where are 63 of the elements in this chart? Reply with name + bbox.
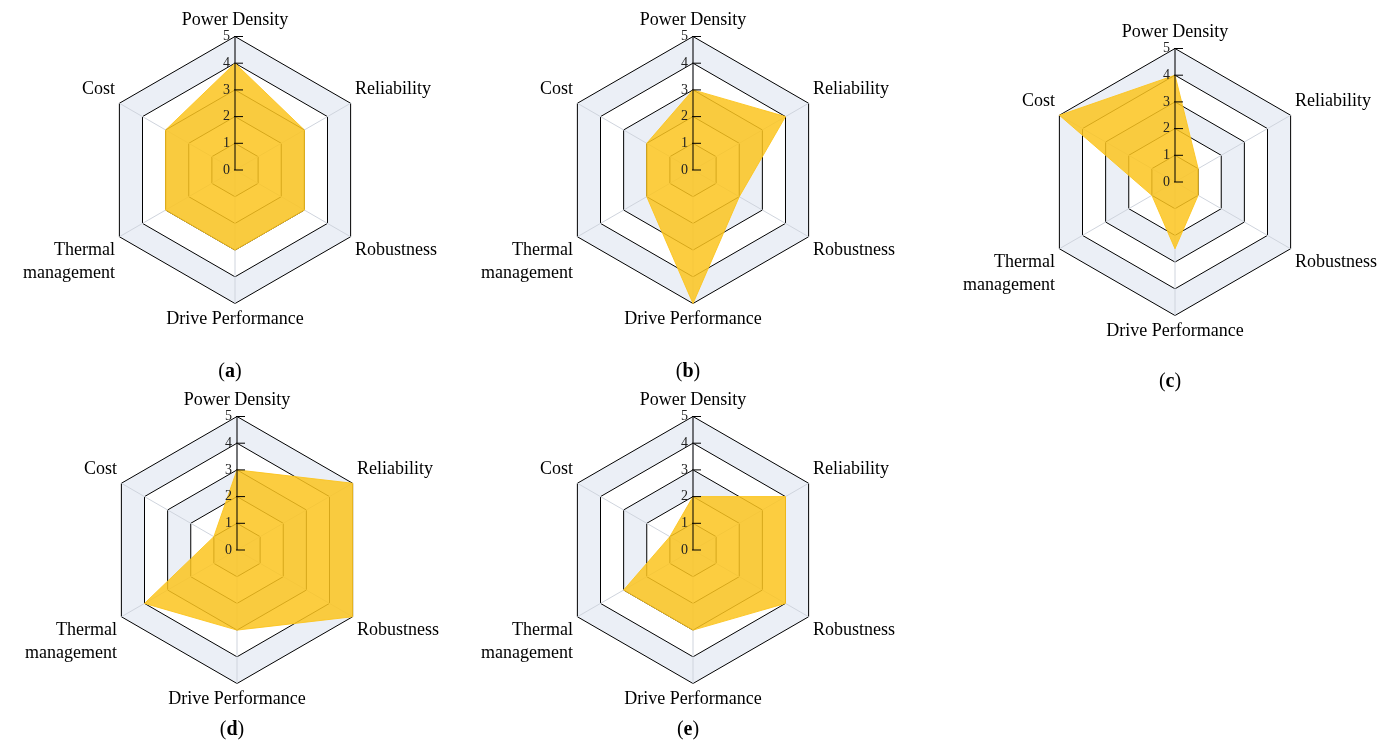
y-tick-label: 3	[225, 461, 232, 477]
spoke-label: Thermal management	[963, 251, 1056, 294]
y-tick-label: 1	[225, 514, 232, 530]
spoke-label: Reliability	[354, 78, 431, 99]
spoke-label: Reliability	[356, 458, 433, 479]
y-tick-label: 1	[681, 514, 688, 530]
y-tick-label: 5	[223, 28, 230, 44]
spoke-label: Thermal management	[25, 619, 118, 662]
text: (c)	[1157, 369, 1183, 392]
y-tick-label: 0	[1163, 173, 1170, 189]
y-tick-label: 5	[681, 408, 688, 424]
y-tick-label: 0	[225, 541, 232, 557]
spoke-label: Reliability	[1294, 90, 1371, 111]
y-tick-label: 0	[681, 161, 688, 177]
spoke-label: Thermal management	[481, 619, 574, 662]
spoke-label: Robustness	[354, 239, 437, 260]
y-tick-label: 4	[681, 54, 688, 70]
spoke-label: Power Density	[639, 388, 747, 409]
y-tick-label: 0	[681, 541, 688, 557]
y-tick-label: 4	[223, 54, 230, 70]
y-tick-label: 3	[1163, 93, 1170, 109]
spoke-label: Thermal management	[481, 239, 574, 282]
spoke-label: Power Density	[183, 388, 291, 409]
y-tick-label: 1	[1163, 146, 1170, 162]
y-tick-label: 2	[681, 488, 688, 504]
y-tick-label: 1	[681, 134, 688, 150]
y-tick-label: 1	[223, 134, 230, 150]
y-tick-label: 4	[225, 434, 232, 450]
spoke-label: Robustness	[1294, 251, 1377, 272]
spoke-label: Power Density	[639, 8, 747, 29]
spoke-label: Power Density	[1121, 20, 1229, 41]
y-tick-label: 2	[223, 108, 230, 124]
y-tick-label: 3	[223, 81, 230, 97]
spoke-label: Power Density	[181, 8, 289, 29]
y-tick-label: 3	[681, 461, 688, 477]
y-tick-label: 2	[1163, 120, 1170, 136]
text: (d)	[218, 717, 246, 740]
spoke-label: Cost	[82, 78, 116, 99]
y-tick-label: 3	[681, 81, 688, 97]
spoke-label: Drive Performance	[166, 308, 304, 329]
y-tick-label: 4	[681, 434, 688, 450]
y-tick-label: 0	[223, 161, 230, 177]
y-tick-label: 5	[1163, 40, 1170, 56]
spoke-label: Drive Performance	[624, 688, 762, 709]
spoke-label: Cost	[540, 78, 574, 99]
text: (a)	[217, 359, 243, 382]
spoke-label: Drive Performance	[168, 688, 306, 709]
spoke-label: Robustness	[812, 239, 895, 260]
spoke-label: Reliability	[812, 458, 889, 479]
spoke-label: Drive Performance	[624, 308, 762, 329]
spoke-label: Reliability	[812, 78, 889, 99]
y-tick-label: 5	[225, 408, 232, 424]
spoke-label: Cost	[540, 458, 574, 479]
spoke-label: Cost	[1022, 90, 1056, 111]
spoke-label: Cost	[84, 458, 118, 479]
spoke-label: Drive Performance	[1106, 320, 1244, 341]
spoke-label: Thermal management	[23, 239, 116, 282]
spoke-label: Robustness	[356, 619, 439, 640]
spoke-label: Robustness	[812, 619, 895, 640]
y-tick-label: 5	[681, 28, 688, 44]
y-tick-label: 2	[681, 108, 688, 124]
text: (e)	[675, 717, 701, 740]
text: (b)	[674, 359, 702, 382]
